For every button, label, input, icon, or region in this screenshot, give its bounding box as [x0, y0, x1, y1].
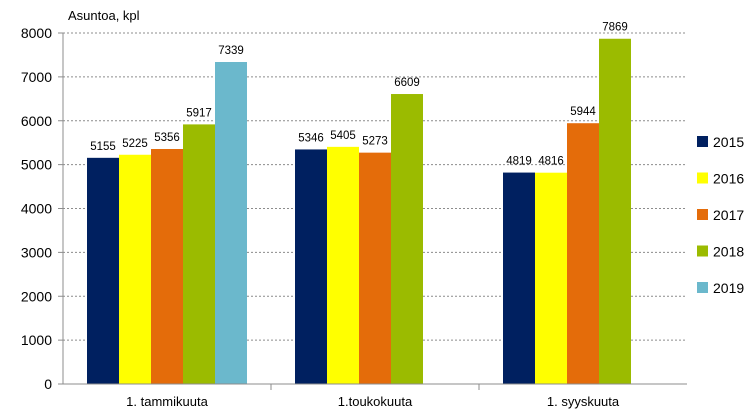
y-axis-title: Asuntoa, kpl — [68, 8, 140, 23]
y-tick-label: 3000 — [21, 244, 52, 260]
y-tick-label: 8000 — [21, 25, 52, 41]
data-label: 4819 — [506, 156, 532, 168]
bar-2015 — [87, 157, 119, 384]
x-category-label: 1. syyskuuta — [547, 394, 620, 409]
legend-swatch-2017 — [697, 209, 708, 220]
y-tick-label: 4000 — [21, 201, 52, 217]
legend-swatch-2015 — [697, 136, 708, 147]
data-label: 5405 — [330, 130, 356, 142]
data-label: 6609 — [394, 77, 420, 89]
legend: 2015 2016 2017 2018 2019 — [697, 134, 744, 296]
bar-2018 — [599, 38, 631, 385]
legend-label: 2016 — [713, 171, 744, 187]
bar-2018 — [391, 94, 423, 385]
bar-2016 — [119, 154, 151, 384]
data-label: 7339 — [218, 45, 244, 57]
y-tick-label: 0 — [44, 376, 52, 392]
bar-2016 — [327, 146, 359, 384]
bars — [87, 38, 631, 385]
data-label: 5917 — [186, 107, 212, 119]
bar-2015 — [295, 149, 327, 384]
x-category-label: 1. tammikuuta — [126, 394, 208, 409]
data-label: 5225 — [122, 138, 148, 150]
data-label: 4816 — [538, 156, 564, 168]
y-axis-ticks: 0 1000 2000 3000 4000 5000 6000 7000 8000 — [21, 25, 63, 392]
bar-2017 — [359, 152, 391, 384]
y-tick-label: 7000 — [21, 69, 52, 85]
data-label: 5155 — [90, 141, 116, 153]
legend-swatch-2019 — [697, 282, 708, 293]
bar-2018 — [183, 124, 215, 384]
bar-2017 — [567, 123, 599, 384]
x-category-label: 1.toukokuuta — [338, 394, 413, 409]
data-label: 7869 — [602, 22, 628, 34]
data-labels: 5155 5225 5356 5917 7339 5346 5405 5273 6609 4819… — [90, 22, 628, 168]
y-tick-label: 2000 — [21, 288, 52, 304]
data-label: 5944 — [570, 106, 596, 118]
legend-label: 2017 — [713, 207, 744, 223]
bar-2016 — [535, 172, 567, 384]
bar-2019 — [215, 62, 247, 384]
legend-label: 2015 — [713, 134, 744, 150]
y-tick-label: 6000 — [21, 113, 52, 129]
data-label: 5273 — [362, 136, 388, 148]
y-tick-label: 5000 — [21, 157, 52, 173]
x-axis: 1. tammikuuta 1.toukokuuta 1. syyskuuta — [62, 33, 687, 409]
legend-swatch-2018 — [697, 245, 708, 257]
bar-2017 — [151, 149, 183, 384]
bar-2015 — [503, 172, 535, 384]
data-label: 5346 — [298, 132, 324, 144]
data-label: 5356 — [154, 132, 180, 144]
legend-label: 2018 — [713, 244, 744, 260]
legend-label: 2019 — [713, 280, 744, 296]
y-tick-label: 1000 — [21, 332, 52, 348]
legend-swatch-2016 — [697, 172, 708, 184]
